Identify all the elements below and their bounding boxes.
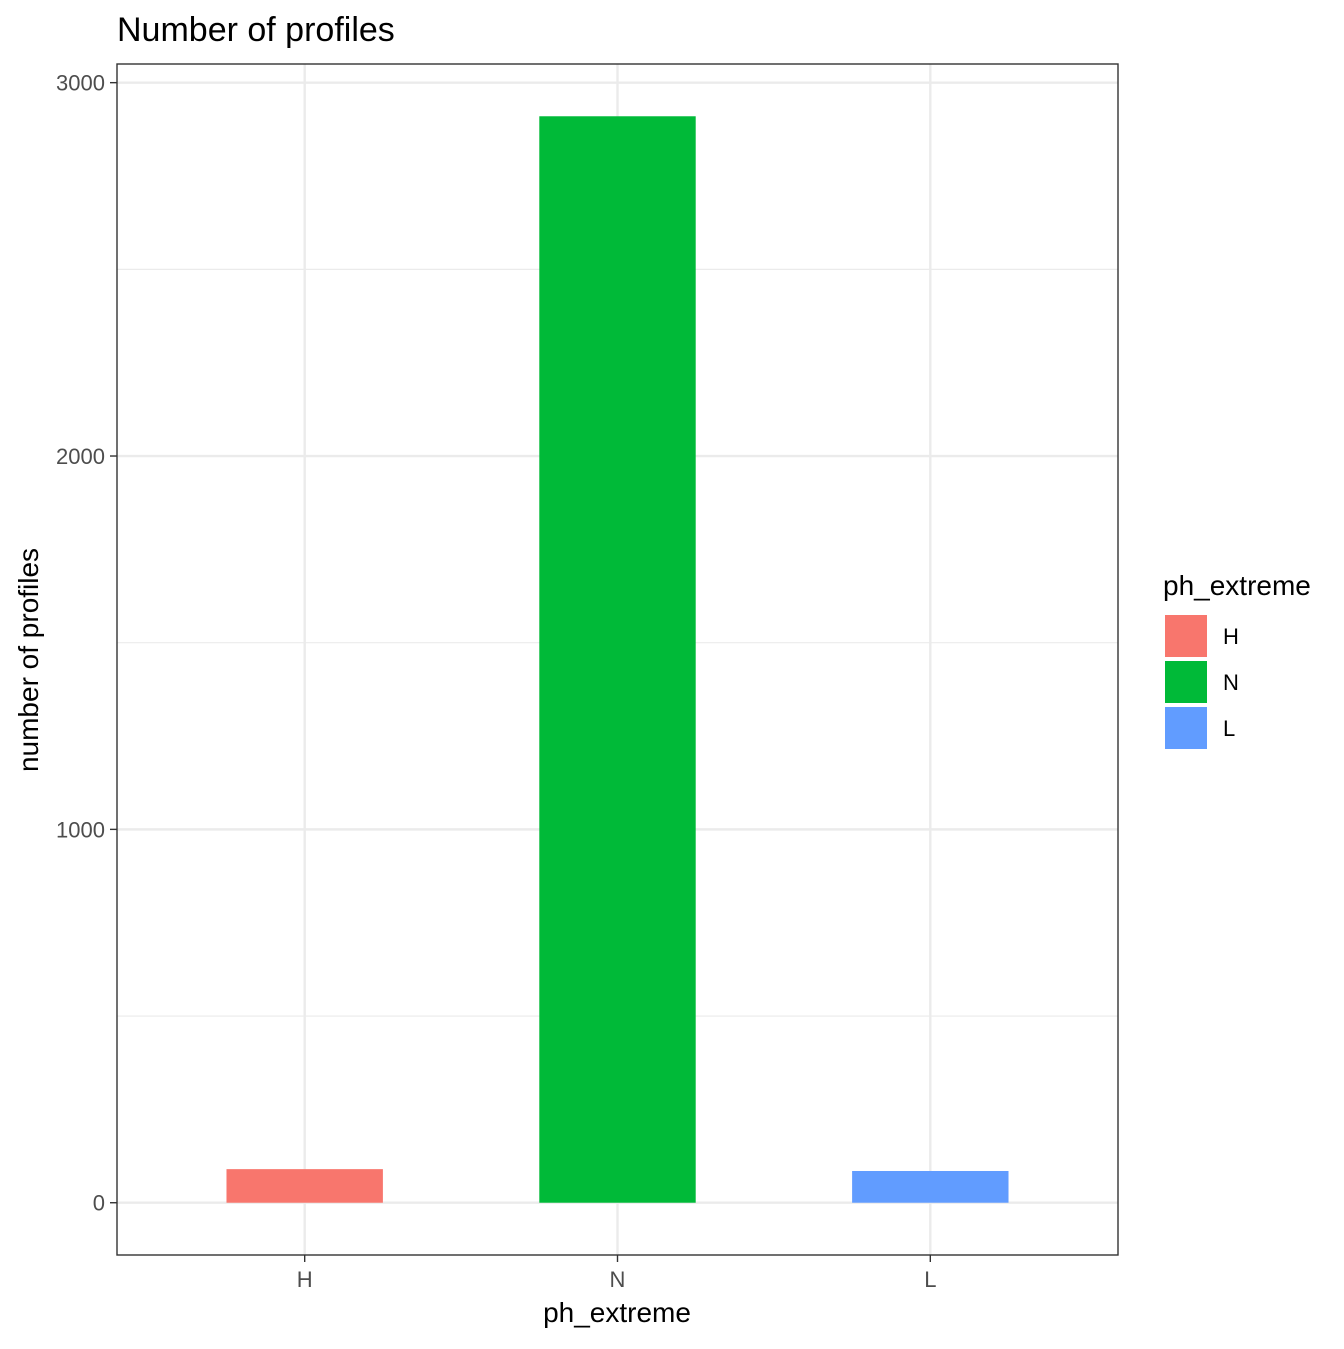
legend-key-L	[1165, 707, 1207, 749]
x-tick-label: L	[924, 1267, 936, 1292]
legend-label-H: H	[1223, 624, 1239, 649]
y-tick-label: 3000	[56, 71, 105, 96]
bar-H	[226, 1169, 383, 1203]
legend: ph_extreme HNL	[1163, 570, 1311, 749]
bar-N	[539, 116, 696, 1203]
bars	[226, 116, 1009, 1203]
legend-title: ph_extreme	[1163, 570, 1311, 601]
chart-title: Number of profiles	[117, 11, 395, 49]
legend-key-N	[1165, 661, 1207, 703]
legend-label-N: N	[1223, 670, 1239, 695]
legend-label-L: L	[1223, 716, 1235, 741]
x-tick-label: H	[297, 1267, 313, 1292]
legend-items: HNL	[1165, 615, 1239, 749]
y-axis: 0 1000 2000 3000	[56, 71, 117, 1216]
x-axis-title: ph_extreme	[543, 1297, 691, 1328]
bar-L	[852, 1170, 1009, 1203]
y-tick-label: 0	[93, 1191, 105, 1216]
y-tick-label: 2000	[56, 444, 105, 469]
y-tick-label: 1000	[56, 817, 105, 842]
y-axis-title: number of profiles	[13, 548, 44, 772]
x-tick-label: N	[610, 1267, 626, 1292]
legend-key-H	[1165, 615, 1207, 657]
